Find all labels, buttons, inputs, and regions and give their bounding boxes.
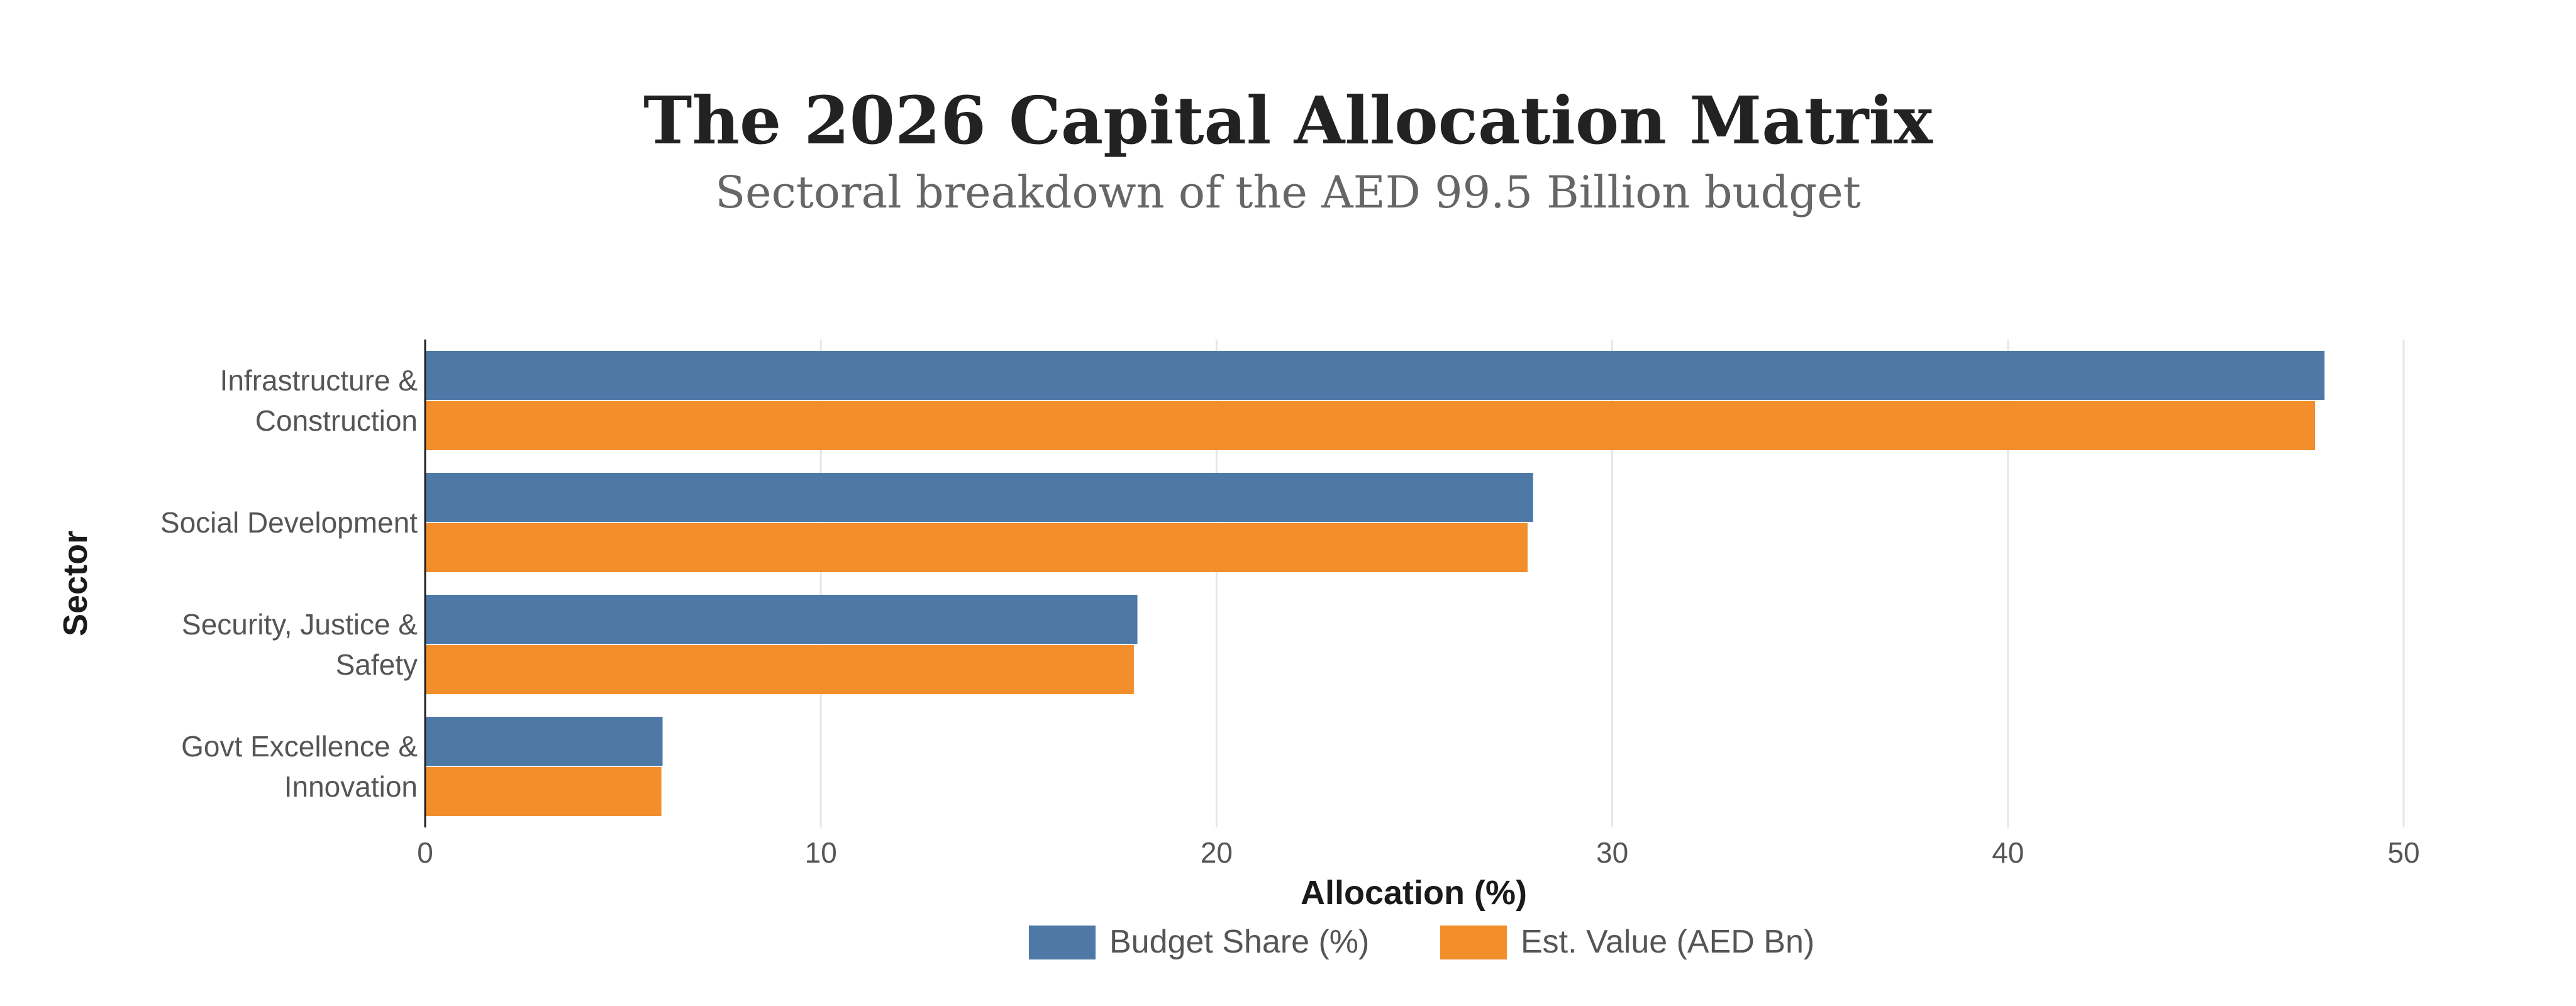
x-tick-label: 10 <box>805 836 837 869</box>
bar-budget-share <box>425 595 1138 644</box>
x-tick-label: 40 <box>1992 836 2024 869</box>
x-tick-label: 20 <box>1201 836 1233 869</box>
legend-swatch <box>1440 926 1507 959</box>
legend-label: Budget Share (%) <box>1109 924 1369 960</box>
x-axis-ticks: 0 10 20 30 40 50 <box>417 836 2419 869</box>
bar-est-value <box>425 645 1134 694</box>
y-category-label: Innovation <box>284 770 418 803</box>
y-category-label: Govt Excellence & <box>181 730 418 763</box>
y-category-label: Safety <box>336 648 418 681</box>
legend: Budget Share (%) Est. Value (AED Bn) <box>1029 924 1814 960</box>
x-tick-label: 30 <box>1596 836 1628 869</box>
bar-budget-share <box>425 717 663 766</box>
chart-subtitle: Sectoral breakdown of the AED 99.5 Billi… <box>715 167 1861 218</box>
x-tick-label: 50 <box>2387 836 2419 869</box>
legend-swatch <box>1029 926 1096 959</box>
x-axis-title: Allocation (%) <box>1301 874 1527 912</box>
bar-budget-share <box>425 351 2325 400</box>
chart-title: The 2026 Capital Allocation Matrix <box>643 82 1933 159</box>
y-category-label: Infrastructure & <box>220 364 418 397</box>
x-tick-label: 0 <box>417 836 433 869</box>
bar-est-value <box>425 767 662 816</box>
bar-est-value <box>425 523 1528 572</box>
y-category-label: Construction <box>255 404 418 437</box>
y-axis-categories: Infrastructure & Construction Social Devel… <box>160 364 418 803</box>
bars <box>425 351 2325 816</box>
legend-label: Est. Value (AED Bn) <box>1521 924 1814 960</box>
y-category-label: Security, Justice & <box>182 608 418 641</box>
bar-est-value <box>425 401 2316 450</box>
bar-budget-share <box>425 473 1533 522</box>
y-axis-title: Sector <box>57 531 94 636</box>
y-category-label: Social Development <box>160 506 418 539</box>
